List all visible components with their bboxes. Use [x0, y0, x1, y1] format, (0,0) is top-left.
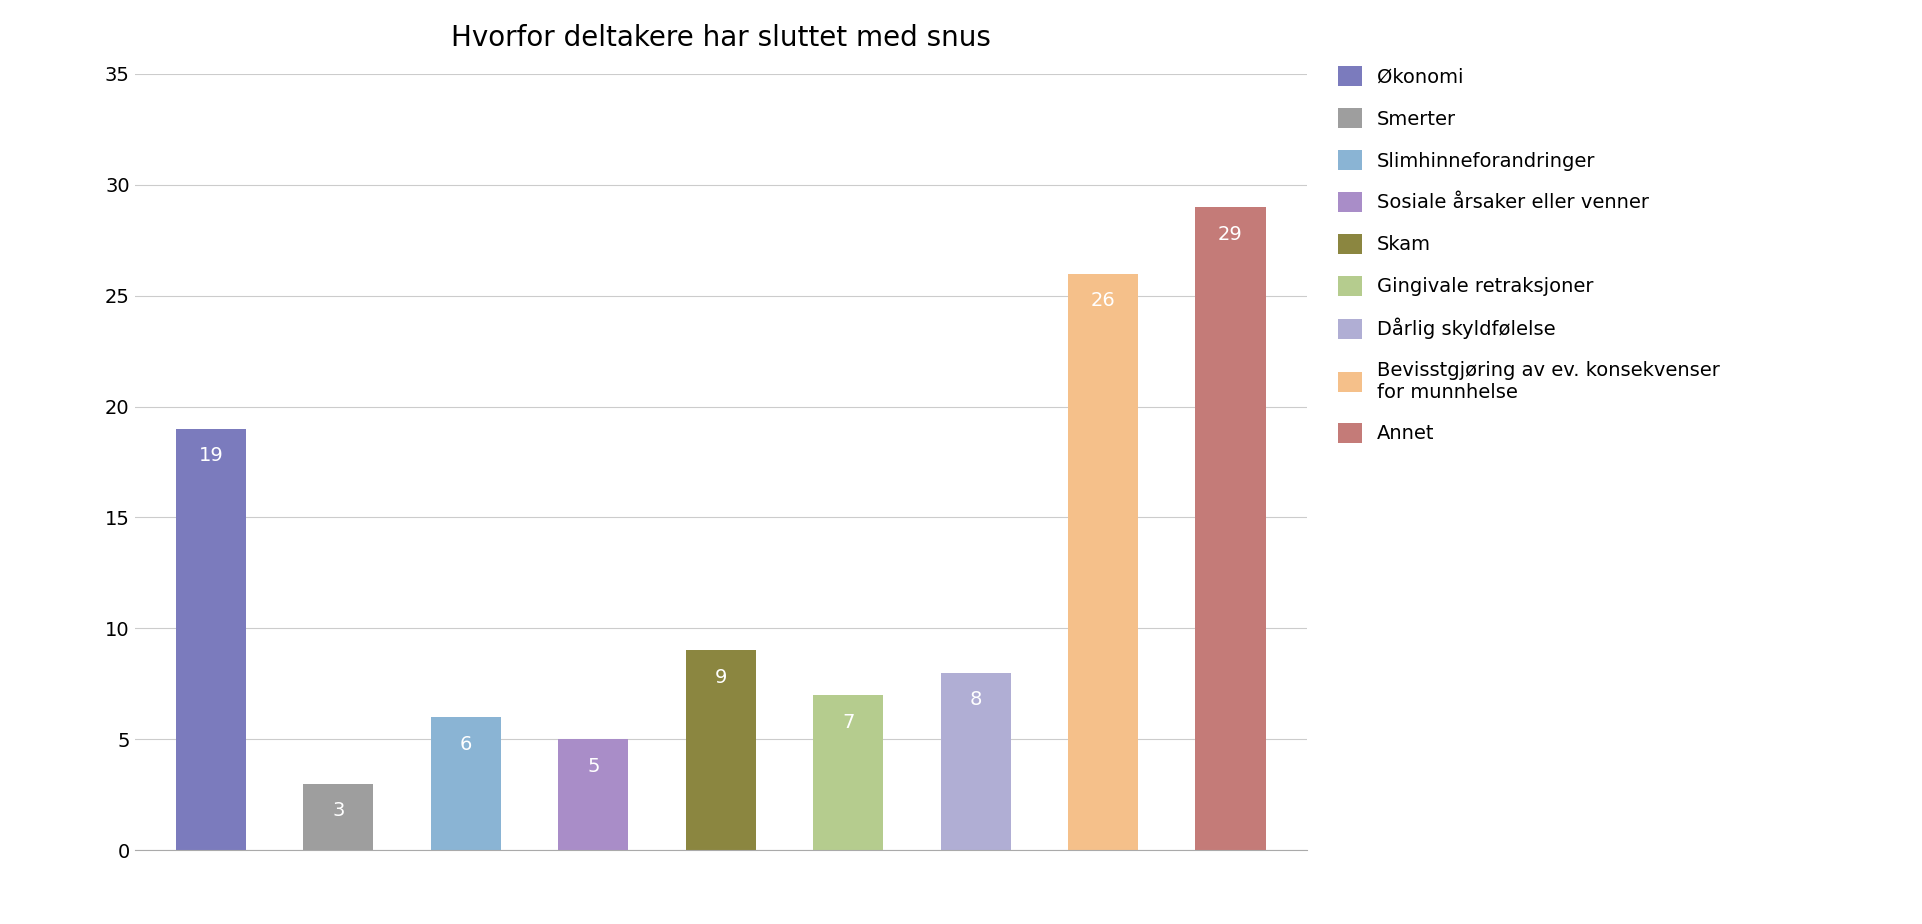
- Bar: [940, 673, 1011, 850]
- Text: 26: 26: [1090, 291, 1115, 310]
- Bar: [1195, 207, 1265, 850]
- Text: 19: 19: [198, 446, 223, 466]
- Bar: [304, 784, 373, 850]
- Bar: [431, 717, 502, 850]
- Text: 6: 6: [459, 735, 473, 754]
- Bar: [1069, 274, 1138, 850]
- Text: 3: 3: [333, 801, 344, 821]
- Text: 5: 5: [586, 757, 600, 776]
- Text: 9: 9: [715, 668, 727, 687]
- Text: 8: 8: [969, 690, 982, 710]
- Bar: [813, 695, 884, 850]
- Text: 29: 29: [1219, 225, 1244, 244]
- Title: Hvorfor deltakere har sluttet med snus: Hvorfor deltakere har sluttet med snus: [452, 24, 990, 52]
- Bar: [686, 650, 755, 850]
- Bar: [557, 739, 628, 850]
- Bar: [177, 429, 246, 850]
- Text: 7: 7: [842, 712, 855, 732]
- Legend: Økonomi, Smerter, Slimhinneforandringer, Sosiale årsaker eller venner, Skam, Gin: Økonomi, Smerter, Slimhinneforandringer,…: [1330, 58, 1728, 451]
